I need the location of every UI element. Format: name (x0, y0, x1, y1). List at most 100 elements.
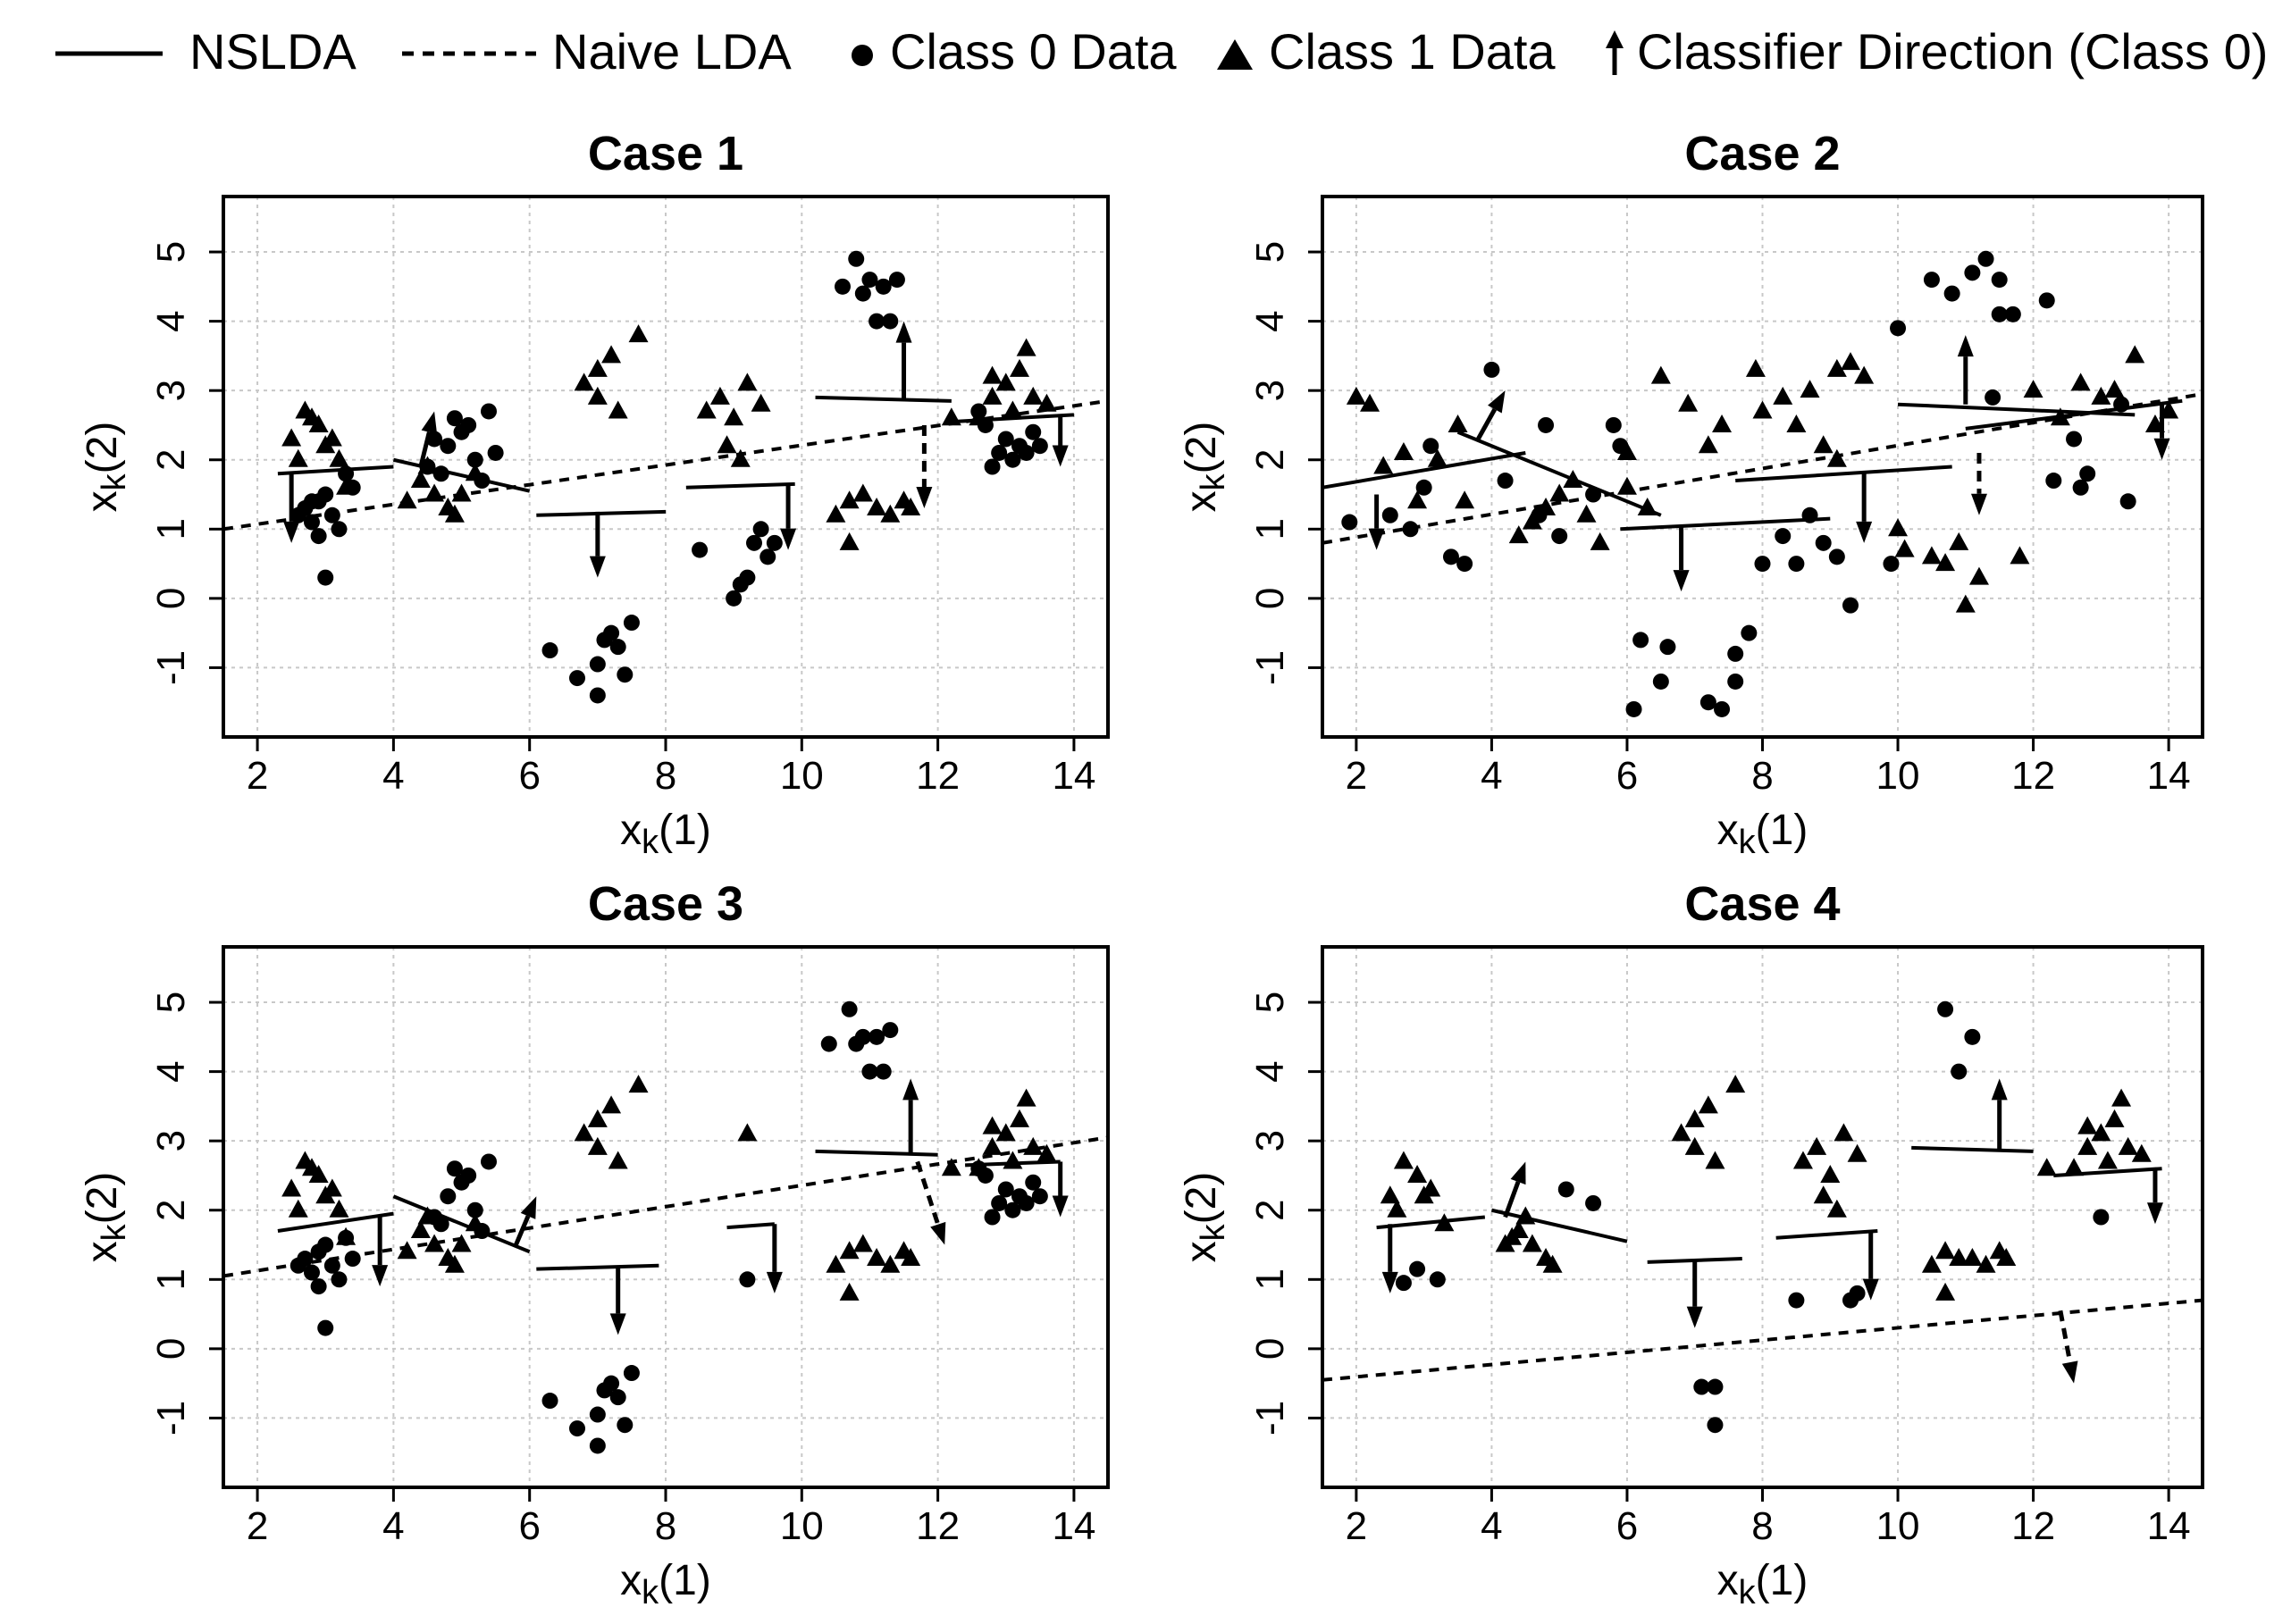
class1-point (1016, 338, 1036, 356)
naive-lda-line (223, 1135, 1108, 1278)
class0-point (752, 521, 769, 538)
class1-point (329, 1199, 349, 1218)
class0-point (446, 410, 463, 427)
naive-lda-line (1322, 392, 2203, 545)
class0-point (1652, 673, 1669, 690)
class1-point (1373, 456, 1394, 474)
class1-point (1522, 1234, 1542, 1252)
class0-point (310, 1278, 327, 1295)
nslda-segment-1 (1376, 1215, 1486, 1230)
panel-title: Case 1 (588, 127, 743, 180)
nslda-segment-4 (726, 1222, 775, 1230)
x-tick-label: 4 (382, 754, 404, 798)
class0-point (589, 1406, 606, 1423)
nslda-direction-arrow-3-head (609, 1313, 626, 1335)
class0-point (589, 1437, 606, 1454)
class0-point (331, 1271, 348, 1288)
nslda-direction-arrow-2-shaft (514, 1215, 531, 1246)
nslda-direction-arrow-6-head (1052, 445, 1069, 467)
x-tick-label: 8 (1751, 1504, 1773, 1548)
class0-point (2119, 493, 2136, 510)
class1-point (1346, 386, 1366, 405)
x-axis-label: xk(1) (1717, 807, 1808, 861)
class1-point (852, 1234, 873, 1252)
nslda-segment-2 (392, 457, 531, 493)
class0-point (1977, 250, 1994, 267)
class1-point (1616, 476, 1637, 495)
class1-point (1650, 365, 1671, 384)
nslda-segment-5 (1911, 1145, 2034, 1153)
x-tick-label: 6 (1616, 1504, 1638, 1548)
class0-point (1828, 548, 1845, 565)
class1-point (574, 1123, 594, 1142)
class0-point (440, 1188, 457, 1205)
y-axis-label: xk(2) (79, 422, 133, 513)
class1-point (839, 532, 860, 550)
class0-point (739, 1271, 756, 1288)
naive-lda-direction-arrow-head (916, 487, 933, 509)
nslda-segment-5 (815, 395, 952, 403)
x-tick-label: 2 (1346, 1504, 1367, 1548)
class1-point (1826, 1199, 1847, 1218)
class1-point (2070, 373, 2091, 391)
nslda-direction-arrow-6-head (2146, 1202, 2163, 1225)
class1-point (1968, 566, 1989, 585)
class1-point (880, 504, 901, 523)
x-axis-label: xk(1) (620, 807, 711, 861)
naive-lda-direction-arrow-head (2061, 1360, 2078, 1384)
class1-point (288, 448, 308, 467)
class0-point (1025, 423, 1042, 440)
class0-point (1341, 514, 1358, 531)
nslda-segment-6 (1965, 398, 2183, 431)
class1-point (315, 435, 336, 454)
class0-point (746, 534, 762, 551)
class0-point (569, 1420, 585, 1437)
class1-point (574, 373, 594, 391)
nslda-segment-1 (277, 465, 394, 476)
class0-point (841, 1000, 858, 1017)
class1-point (2118, 1136, 2138, 1155)
plot-data (223, 250, 1108, 704)
class0-point (759, 548, 776, 565)
x-tick-label: 14 (1052, 754, 1095, 798)
nslda-direction-arrow-4-head (766, 1271, 783, 1293)
class0-point (1497, 473, 1514, 490)
class1-point (608, 1151, 628, 1169)
class0-point (869, 1028, 885, 1045)
nslda-segment-4 (1735, 465, 1952, 483)
class0-point (1402, 521, 1419, 538)
class1-point (1684, 1136, 1705, 1155)
class0-point (317, 569, 334, 586)
y-tick-label: 2 (1248, 1200, 1292, 1221)
legend-class0-marker (852, 45, 873, 66)
class0-point (609, 1389, 626, 1406)
class1-point (1455, 490, 1475, 509)
class1-point (901, 1248, 921, 1267)
nslda-segment-2 (392, 1194, 531, 1254)
class1-point (601, 345, 622, 364)
class0-point (848, 250, 865, 267)
legend-class1-label: Class 1 Data (1269, 23, 1556, 80)
plot-data (1322, 250, 2203, 717)
class1-point (2077, 1136, 2098, 1155)
nslda-segment-4 (685, 481, 795, 490)
class1-point (867, 1248, 887, 1267)
class1-point (2104, 380, 2125, 398)
y-tick-label: 1 (1248, 1268, 1292, 1290)
class0-point (1395, 1275, 1412, 1292)
y-tick-label: 5 (1248, 241, 1292, 263)
y-tick-label: 4 (149, 1060, 193, 1082)
nslda-segment-6 (2053, 1167, 2162, 1177)
class1-point (587, 358, 608, 377)
class1-point (1786, 414, 1807, 432)
y-tick-label: 3 (149, 1130, 193, 1151)
class1-point (709, 386, 730, 405)
class1-point (751, 393, 771, 412)
class1-point (1841, 352, 1860, 371)
x-tick-label: 12 (2011, 754, 2055, 798)
y-tick-label: 2 (1248, 449, 1292, 471)
class0-point (1754, 556, 1771, 573)
nslda-direction-arrow-1-head (372, 1265, 389, 1287)
class1-point (1502, 1226, 1523, 1245)
class0-point (317, 1236, 334, 1253)
